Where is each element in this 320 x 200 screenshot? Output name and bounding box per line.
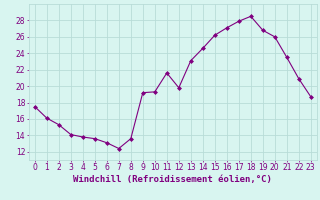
- X-axis label: Windchill (Refroidissement éolien,°C): Windchill (Refroidissement éolien,°C): [73, 175, 272, 184]
